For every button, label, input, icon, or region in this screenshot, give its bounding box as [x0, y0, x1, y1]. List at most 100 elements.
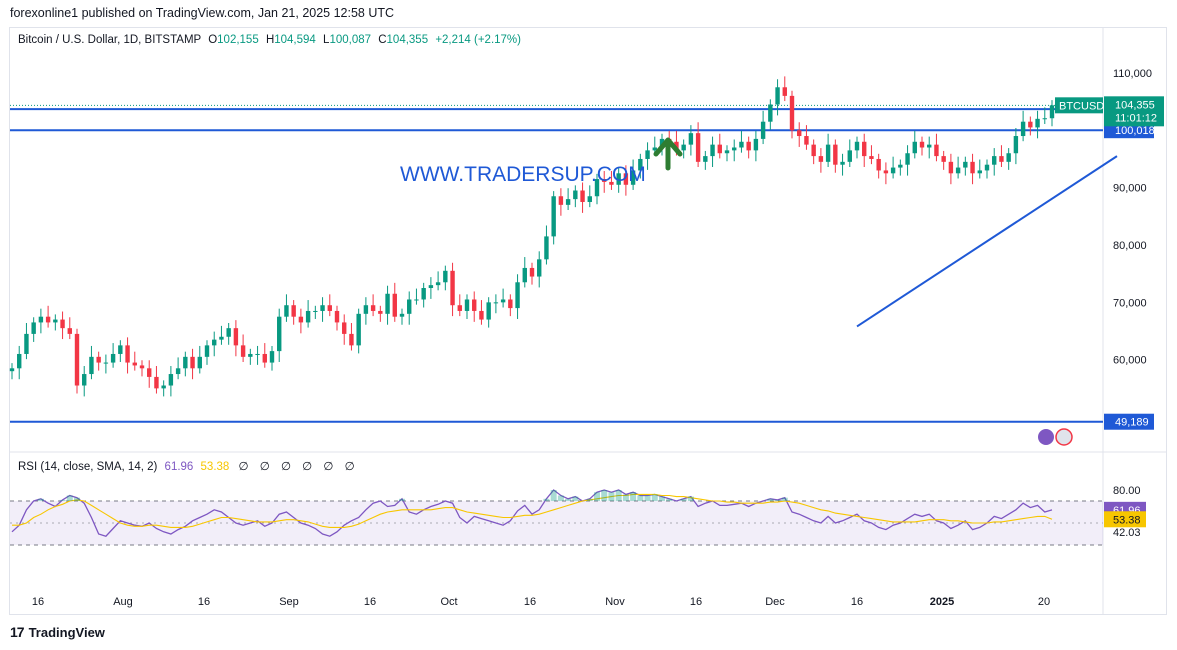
- candle-body: [168, 374, 174, 386]
- candle-body: [443, 270, 448, 283]
- candle-body: [175, 368, 181, 375]
- symbol-tag: [1055, 97, 1103, 114]
- candle-body: [948, 161, 954, 174]
- candle-body: [183, 356, 188, 369]
- candle-body: [370, 305, 376, 311]
- close-value: 104,355: [386, 34, 429, 46]
- candle-body: [45, 316, 51, 323]
- symbol-name[interactable]: Bitcoin / U.S. Dollar, 1D, BITSTAMP: [18, 34, 201, 46]
- open-value: 102,155: [217, 34, 259, 46]
- candle-body: [385, 293, 390, 314]
- candle-body: [212, 339, 217, 346]
- candle-body: [847, 150, 852, 162]
- candle-body: [623, 173, 629, 185]
- candle-body: [82, 374, 87, 386]
- candle-body: [139, 365, 145, 369]
- candle-body: [356, 313, 361, 346]
- candle-body: [876, 158, 881, 171]
- candle-body: [378, 310, 383, 314]
- trendline: [856, 155, 1118, 328]
- candle-body: [970, 161, 975, 174]
- candle-body: [594, 179, 600, 197]
- rsi-legend: RSI (14, close, SMA, 14, 2) 61.96 53.38 …: [18, 459, 359, 473]
- candle-body: [963, 161, 968, 168]
- candle-body: [977, 170, 982, 174]
- x-tick-label: Dec: [765, 596, 785, 608]
- candle-body: [313, 310, 318, 312]
- rsi-sma-line: [12, 493, 1053, 528]
- x-tick-label: Nov: [605, 596, 625, 608]
- candle-body: [609, 181, 614, 185]
- event-icon: [1038, 429, 1054, 445]
- footer-brand[interactable]: 17 TradingView: [10, 624, 105, 640]
- candle-body: [565, 199, 571, 205]
- y-tick-label: 70,000: [1113, 297, 1147, 309]
- candle-body: [724, 150, 730, 154]
- candle-body: [710, 144, 715, 157]
- candle-body: [277, 316, 282, 352]
- candle-body: [284, 305, 289, 317]
- rsi-sma-value: 53.38: [200, 461, 230, 473]
- candle-body: [1028, 121, 1033, 128]
- candle-body: [342, 322, 347, 334]
- y-tick-label: 90,000: [1113, 183, 1147, 195]
- rsi-tick-label: 80.00: [1113, 485, 1141, 497]
- candle-body: [67, 328, 72, 334]
- candle-body: [587, 196, 592, 202]
- candle-body: [890, 167, 896, 174]
- rsi-value: 61.96: [164, 461, 194, 473]
- candle-body: [905, 153, 910, 165]
- candle-body: [941, 156, 946, 162]
- candle-body: [703, 156, 708, 162]
- us-flag-icon: [1055, 428, 1073, 446]
- candle-body: [898, 164, 903, 168]
- candle-body: [854, 141, 860, 151]
- candle-body: [782, 87, 787, 96]
- candle-body: [110, 353, 116, 363]
- candle-body: [334, 310, 340, 323]
- candle-body: [240, 345, 246, 357]
- candle-body: [1049, 105, 1055, 119]
- candle-body: [797, 130, 802, 137]
- candle-body: [60, 319, 65, 329]
- close-label: C: [378, 34, 387, 46]
- price-tag-countdown: 11:01:12: [1115, 112, 1157, 124]
- candle-body: [992, 156, 997, 165]
- candle-body: [1035, 118, 1040, 128]
- rsi-pane: [10, 489, 1103, 546]
- candle-body: [421, 288, 426, 300]
- x-tick-label: 20: [1038, 596, 1050, 608]
- y-tick-label: 110,000: [1113, 68, 1152, 80]
- candle-body: [479, 310, 484, 320]
- candle-body: [602, 179, 607, 182]
- candle-body: [833, 144, 838, 165]
- candle-body: [775, 87, 780, 105]
- candle-body: [103, 362, 109, 364]
- candle-body: [638, 158, 643, 171]
- candle-body: [558, 196, 564, 205]
- candles-layer: [9, 76, 1055, 397]
- candle-body: [573, 190, 578, 200]
- candle-body: [818, 156, 824, 162]
- rsi-title[interactable]: RSI (14, close, SMA, 14, 2): [18, 461, 158, 473]
- candle-body: [500, 299, 506, 303]
- candle-body: [472, 299, 477, 311]
- candle-body: [24, 333, 29, 354]
- candle-body: [493, 302, 499, 304]
- y-tick-label: 80,000: [1113, 240, 1147, 252]
- candle-body: [407, 299, 412, 314]
- open-label: O: [208, 34, 218, 46]
- candle-body: [508, 299, 513, 309]
- candle-body: [515, 282, 520, 309]
- candle-body: [825, 144, 831, 162]
- low-label: L: [323, 34, 330, 46]
- candle-body: [746, 141, 751, 151]
- rsi-tag: [1104, 511, 1146, 528]
- candle-body: [31, 322, 36, 334]
- candle-body: [457, 305, 462, 311]
- x-tick-label: Aug: [113, 596, 133, 608]
- rsi-line: [11, 489, 1053, 537]
- candle-body: [768, 104, 773, 122]
- chart-frame: [9, 27, 1167, 615]
